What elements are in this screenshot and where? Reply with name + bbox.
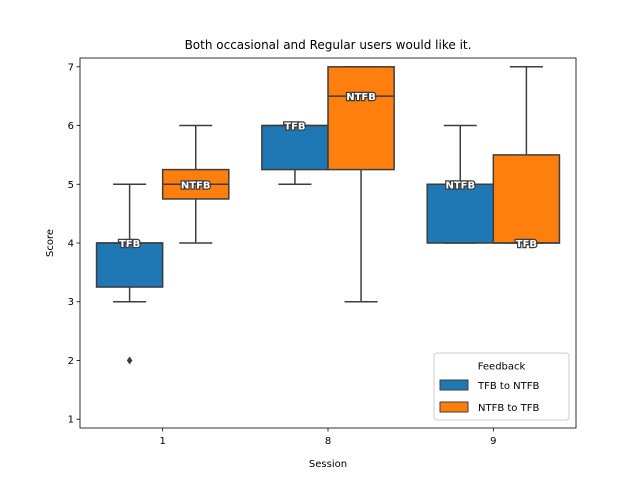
x-tick-label: 8 [325,436,331,447]
box [95,242,164,288]
y-tick-label: 6 [68,121,74,132]
legend-swatch-tfb-to-ntfb [439,379,469,391]
median-label: NTFB [181,180,211,191]
x-tick-label: 1 [159,436,165,447]
y-axis-label: Score [45,229,56,257]
y-tick-label: 7 [68,62,74,73]
box [261,124,329,171]
legend: Feedback TFB to NTFB NTFB to TFB [433,352,570,421]
chart-title: Both occasional and Regular users would … [185,38,472,52]
legend-label-tfb-to-ntfb: TFB to NTFB [477,381,539,392]
y-tick-label: 1 [68,415,74,426]
box-group: TFB [492,66,561,251]
series-ntfb-to-tfb: NTFB NTFB TFB [161,66,561,303]
median-label: NTFB [445,180,475,191]
median-label: TFB [284,122,305,133]
median-label: TFB [516,239,537,250]
box [492,154,561,244]
box-group: NTFB [161,124,230,244]
y-tick-label: 3 [68,297,74,308]
box-group: NTFB [426,124,495,244]
box-group: NTFB [327,66,395,303]
median-label: NTFB [346,92,376,103]
legend-label-ntfb-to-tfb: NTFB to TFB [478,403,539,414]
series-tfb-to-ntfb: TFB TFB NTFB [95,120,495,365]
outlier-marker [126,356,133,365]
box [426,183,495,244]
box-group: TFB [261,120,329,186]
x-axis: 1 8 9 [159,428,497,447]
y-tick-label: 4 [68,239,74,250]
x-axis-label: Session [309,459,347,470]
plot-marks: TFB TFB NTFB NTFB NTFB TFB [95,66,561,365]
legend-swatch-ntfb-to-tfb [439,401,469,413]
box-group: TFB [95,183,164,365]
box [327,66,395,171]
y-axis: 1 2 3 4 5 6 7 [68,62,80,426]
median-label: TFB [119,239,140,250]
y-tick-label: 2 [68,356,74,367]
y-tick-label: 5 [68,180,74,191]
x-tick-label: 9 [490,436,496,447]
legend-title: Feedback [478,362,526,373]
